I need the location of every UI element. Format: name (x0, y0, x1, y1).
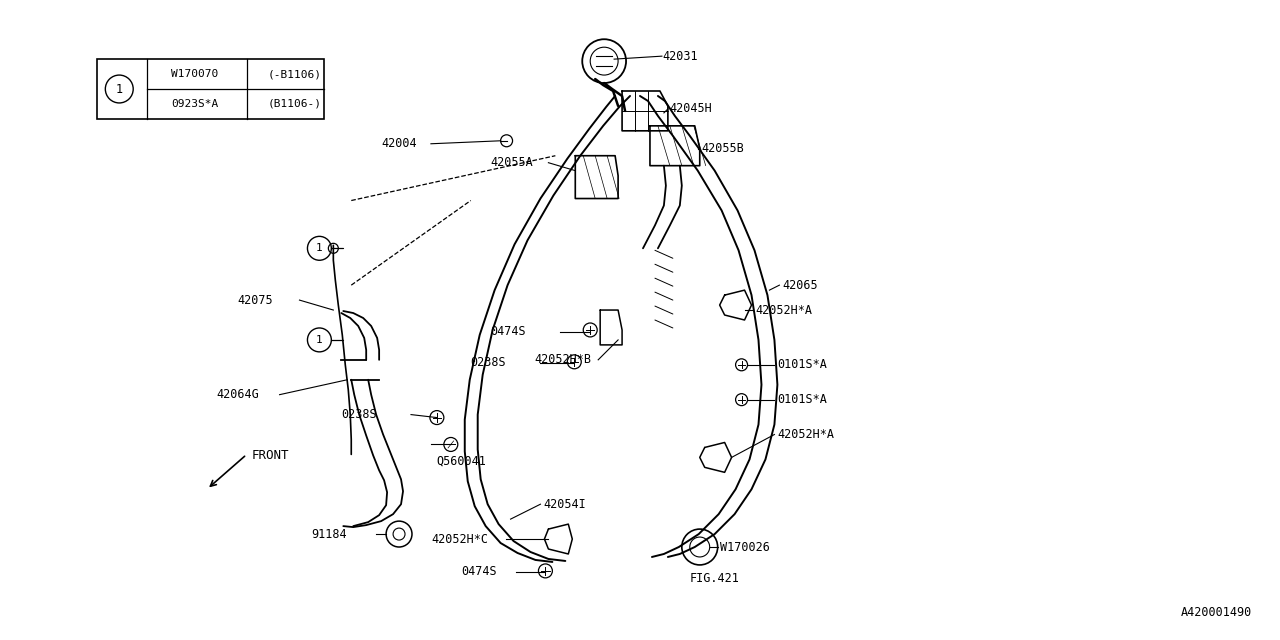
Text: 0101S*A: 0101S*A (777, 393, 827, 406)
Text: 42055A: 42055A (490, 156, 534, 169)
Text: 0238S: 0238S (342, 408, 376, 421)
Text: 1: 1 (316, 243, 323, 253)
Text: 42052H*B: 42052H*B (535, 353, 591, 366)
Text: 1: 1 (115, 83, 123, 95)
Text: 0474S: 0474S (461, 565, 497, 579)
Text: 42045H: 42045H (669, 102, 713, 115)
Text: 42031: 42031 (662, 50, 698, 63)
Text: FRONT: FRONT (252, 449, 289, 463)
Bar (97, 59, 324, 119)
Text: 42052H*A: 42052H*A (755, 303, 813, 317)
Text: 0474S: 0474S (490, 326, 526, 339)
Text: Q560041: Q560041 (436, 455, 486, 468)
Text: 1: 1 (316, 335, 323, 345)
Text: 0923S*A: 0923S*A (172, 99, 219, 109)
Text: 0238S: 0238S (471, 356, 507, 369)
Text: FIG.421: FIG.421 (690, 572, 740, 586)
Text: W170070: W170070 (172, 69, 219, 79)
Text: 42052H*A: 42052H*A (777, 428, 835, 441)
Text: 91184: 91184 (311, 527, 347, 541)
Text: 42004: 42004 (381, 137, 417, 150)
Text: 42075: 42075 (238, 294, 274, 307)
Text: 0101S*A: 0101S*A (777, 358, 827, 371)
Text: (-B1106): (-B1106) (268, 69, 321, 79)
Text: 42052H*C: 42052H*C (431, 532, 488, 545)
Text: 42055B: 42055B (701, 142, 745, 156)
Text: 42054I: 42054I (544, 498, 586, 511)
Text: A420001490: A420001490 (1181, 605, 1252, 619)
Text: (B1106-): (B1106-) (268, 99, 321, 109)
Text: 42064G: 42064G (216, 388, 260, 401)
Text: W170026: W170026 (719, 541, 769, 554)
Text: 42065: 42065 (782, 278, 818, 292)
